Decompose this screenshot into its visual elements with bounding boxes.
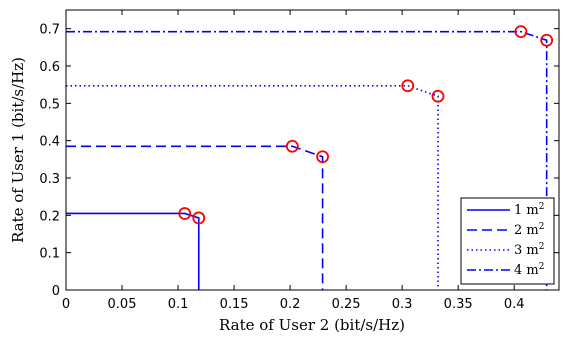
plot-frame (65, 9, 560, 291)
series-marker (401, 79, 415, 93)
series-line-2 (66, 145, 324, 290)
y-tick-label: 0.3 (39, 172, 60, 187)
series-line-3 (66, 84, 439, 290)
legend-label: 1 m2 (514, 202, 544, 218)
y-tick-label: 0.4 (39, 135, 60, 150)
series-marker (431, 89, 445, 103)
series-marker (514, 25, 528, 39)
plot-content (66, 25, 554, 290)
series-marker (192, 211, 206, 225)
x-tick-label: 0.1 (168, 297, 189, 312)
legend-label: 3 m2 (514, 242, 544, 258)
x-tick-label: 0.2 (280, 297, 301, 312)
x-tick-label: 0.15 (220, 297, 249, 312)
x-tick-label: 0.4 (504, 297, 525, 312)
series-marker (285, 139, 299, 153)
y-tick-label: 0 (52, 284, 60, 299)
series-marker (178, 207, 192, 220)
legend: 1 m2 2 m2 3 m2 4 m2 (460, 197, 555, 285)
y-axis-ticks: 0 0.1 0.2 0.3 0.4 0.5 0.6 0.7 (39, 23, 559, 299)
x-axis-ticks: 0 0.05 0.1 0.15 0.2 0.25 0.3 0.35 0.4 (62, 10, 525, 312)
series-marker (540, 33, 554, 47)
x-tick-label: 0 (62, 297, 70, 312)
y-axis-label: Rate of User 1 (bit/s/Hz) (9, 57, 27, 243)
x-axis-label: Rate of User 2 (bit/s/Hz) (219, 316, 405, 334)
y-tick-label: 0.6 (39, 60, 60, 75)
x-tick-label: 0.05 (108, 297, 137, 312)
legend-label: 2 m2 (514, 222, 544, 238)
y-tick-label: 0.2 (39, 209, 60, 224)
y-tick-label: 0.7 (39, 23, 60, 38)
x-tick-label: 0.25 (332, 297, 361, 312)
series-line-1 (66, 212, 200, 290)
y-tick-label: 0.1 (39, 247, 60, 262)
legend-entries: 1 m2 2 m2 3 m2 4 m2 (467, 202, 544, 278)
x-tick-label: 0.3 (392, 297, 413, 312)
y-tick-label: 0.5 (39, 97, 60, 112)
x-tick-label: 0.35 (444, 297, 473, 312)
series-marker (316, 150, 329, 164)
series-line-4 (66, 30, 548, 290)
legend-label: 4 m2 (514, 262, 544, 278)
